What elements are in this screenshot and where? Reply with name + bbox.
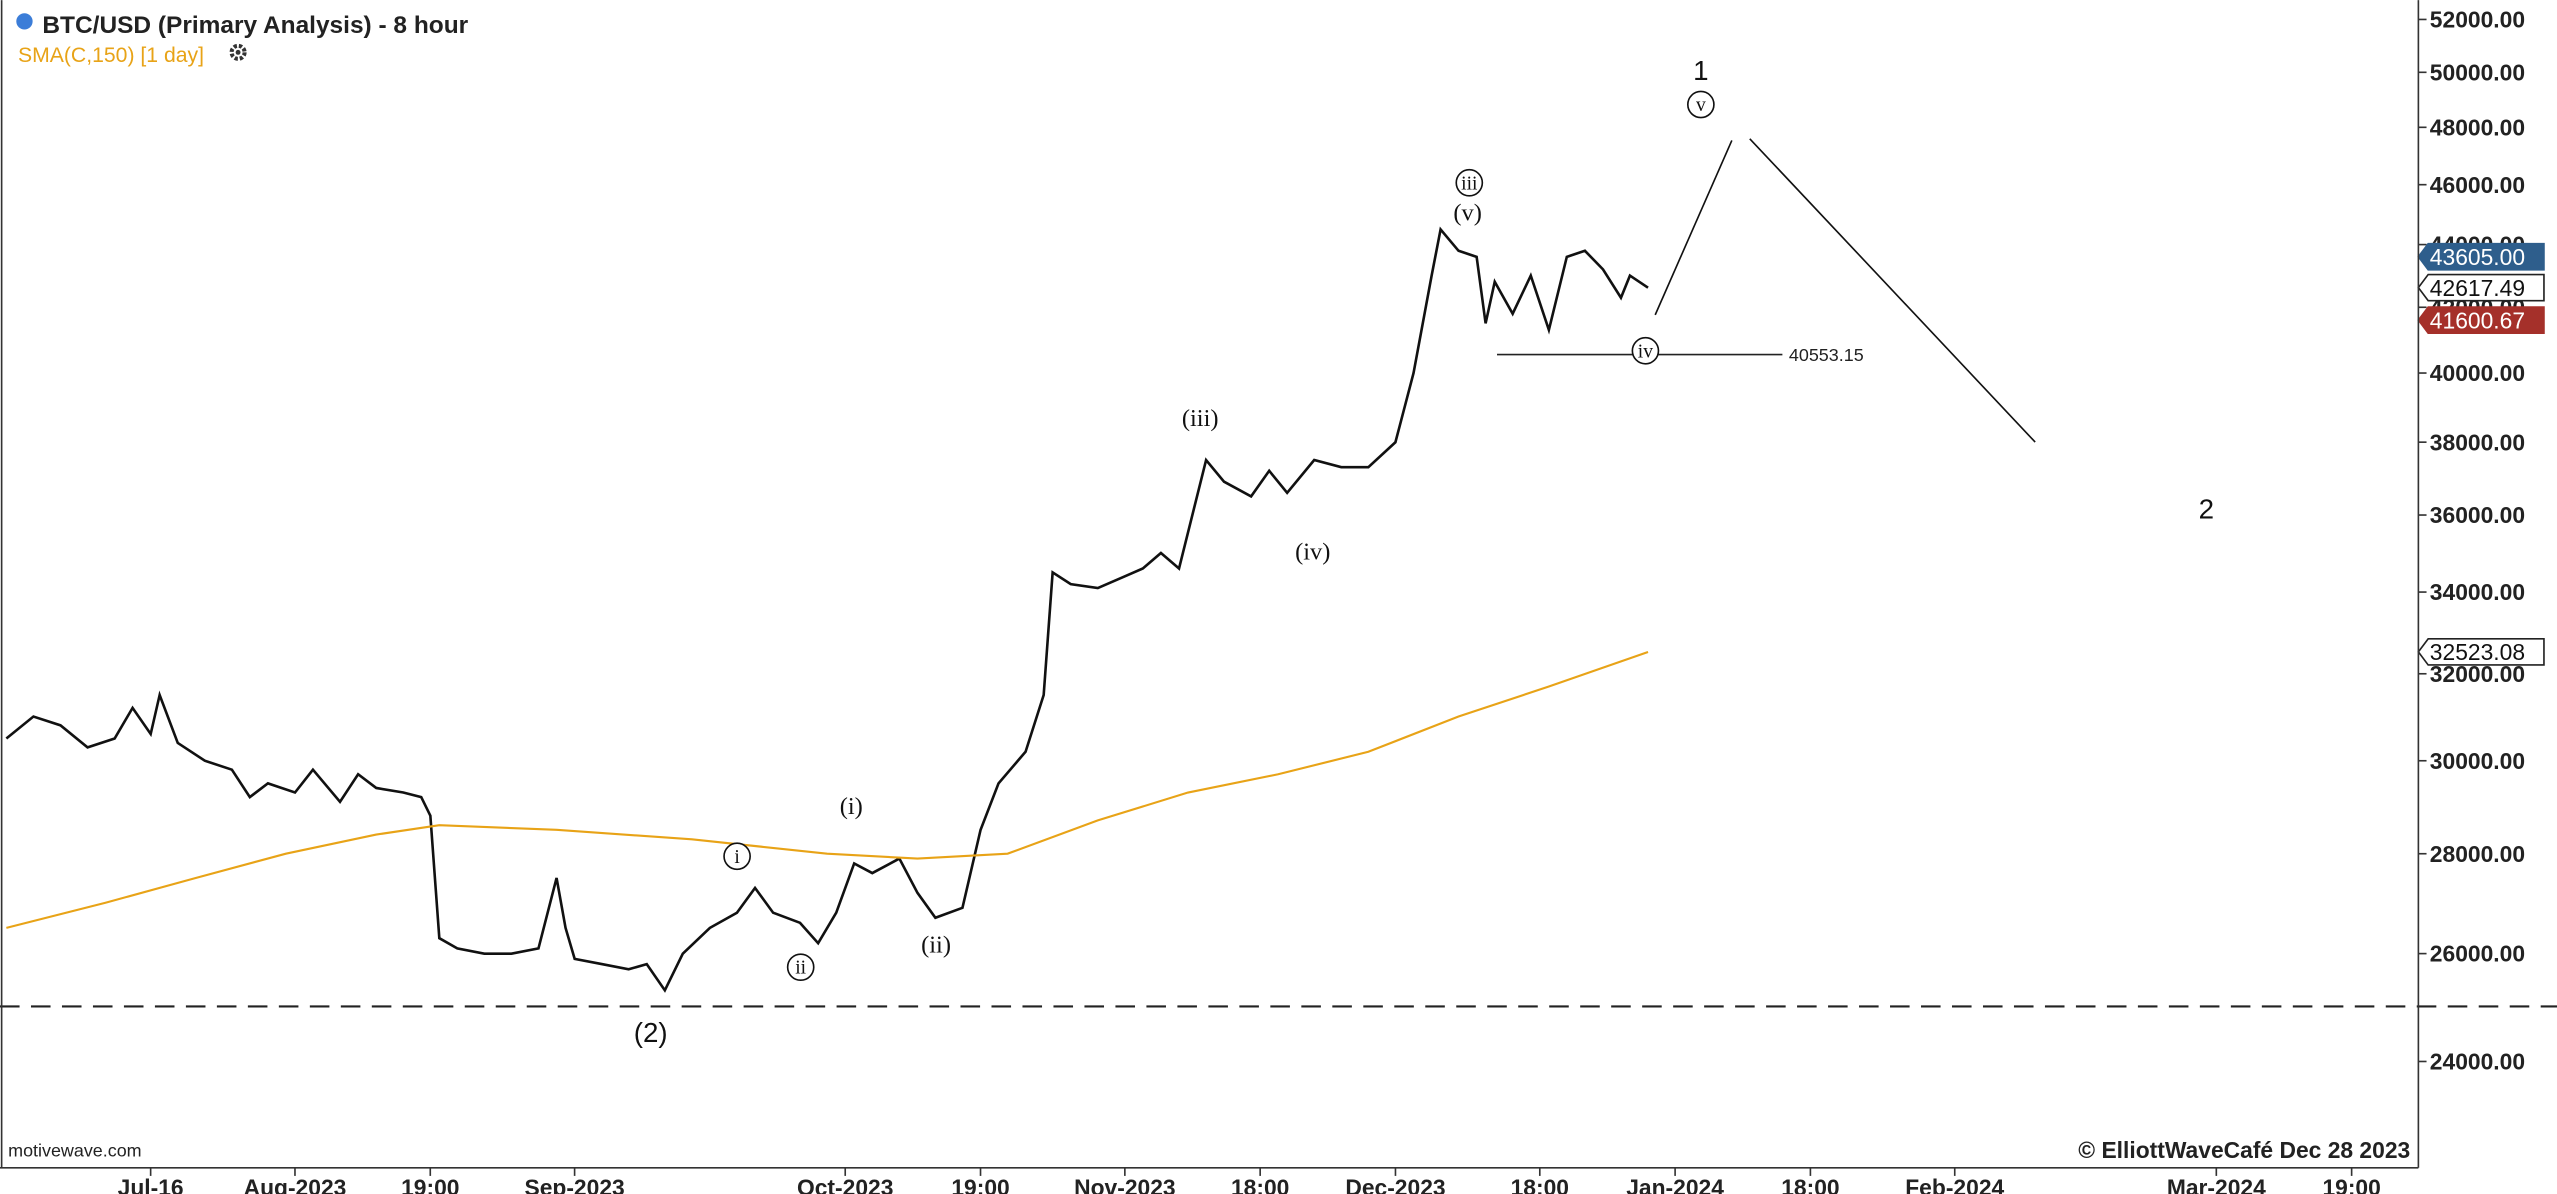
x-tick-label: 18:00 [1231, 1174, 1289, 1194]
price-line [5, 226, 1649, 993]
x-tick-label: Dec-2023 [1345, 1174, 1445, 1194]
wave-label: (2) [634, 1017, 668, 1048]
price-marker-label: 42617.49 [2430, 275, 2525, 301]
x-tick-label: Nov-2023 [1074, 1174, 1176, 1194]
wave-label: (iv) [1295, 538, 1330, 565]
wave-label: i [734, 847, 740, 868]
price-marker [2417, 638, 2545, 666]
wave-label: v [1696, 95, 1706, 116]
wave-label: 1 [1693, 55, 1708, 86]
y-tick-label: 50000.00 [2430, 59, 2525, 85]
wave-label: 2 [2199, 494, 2214, 525]
wave-label: iv [1638, 341, 1653, 362]
settings-icon[interactable] [229, 43, 247, 61]
price-marker-label: 32523.08 [2430, 639, 2525, 665]
projection-line [1654, 140, 1733, 316]
price-marker [2417, 306, 2545, 335]
y-tick-label: 46000.00 [2430, 172, 2525, 198]
source: motivewave.com [8, 1140, 141, 1160]
projection-line [1749, 138, 2036, 443]
y-tick-label: 30000.00 [2430, 748, 2525, 774]
x-tick-label: Jul-16 [118, 1174, 184, 1194]
x-tick-label: 18:00 [1781, 1174, 1839, 1194]
wave-label: (v) [1453, 199, 1482, 226]
marks: 40553.15 43605.00 42617.49 41600.67 32523.08 [0, 226, 2557, 1008]
price-marker-label: 43605.00 [2430, 244, 2525, 270]
x-tick-label: Oct-2023 [797, 1174, 893, 1194]
x-tick-label: 18:00 [1511, 1174, 1569, 1194]
x-tick-label: 19:00 [951, 1174, 1009, 1194]
wave-label: (iii) [1182, 405, 1219, 432]
price-marker [2417, 273, 2545, 302]
y-tick-label: 34000.00 [2430, 579, 2525, 605]
wave-circle [786, 953, 815, 982]
wave-circle [1455, 168, 1484, 197]
x-tick-label: Feb-2024 [1905, 1174, 2004, 1194]
wave-label: (ii) [921, 932, 951, 959]
copyright: © ElliottWaveCafé Dec 28 2023 [2078, 1137, 2410, 1163]
x-tick-label: 19:00 [2322, 1174, 2380, 1194]
x-tick-label: Aug-2023 [244, 1174, 347, 1194]
indicator-label[interactable]: SMA(C,150) [1 day] [18, 44, 204, 67]
y-tick-label: 52000.00 [2430, 7, 2525, 33]
x-tick-label: 19:00 [401, 1174, 459, 1194]
y-tick-label: 26000.00 [2430, 941, 2525, 967]
wave-label: iii [1461, 173, 1478, 194]
symbol-dot [16, 13, 33, 30]
chart-title: BTC/USD (Primary Analysis) - 8 hour [42, 12, 468, 39]
wave-circle [1687, 90, 1715, 119]
x-tick-label: Mar-2024 [2167, 1174, 2266, 1194]
y-tick-label: 48000.00 [2430, 114, 2525, 140]
wave-circle [1631, 336, 1660, 365]
y-tick-label: 28000.00 [2430, 841, 2525, 867]
wave-label: ii [795, 958, 806, 979]
sma-line [6, 650, 1649, 929]
y-tick-label: 38000.00 [2430, 429, 2525, 455]
price-marker [2417, 242, 2545, 271]
x-tick-label: Sep-2023 [524, 1174, 624, 1194]
price-marker-label: 41600.67 [2430, 307, 2525, 333]
wave-label: (i) [840, 793, 863, 820]
y-tick-label: 24000.00 [2430, 1049, 2525, 1075]
y-tick-label: 36000.00 [2430, 502, 2525, 528]
x-tick-label: Jan-2024 [1626, 1174, 1724, 1194]
y-tick-label: 40000.00 [2430, 360, 2525, 386]
level-label: 40553.15 [1789, 345, 1864, 365]
wave-circle [723, 842, 751, 871]
